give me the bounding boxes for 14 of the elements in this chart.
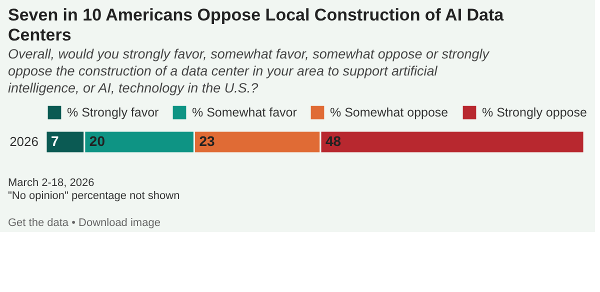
- chart-title: Seven in 10 Americans Oppose Local Construction of AI Data Centers: [8, 6, 504, 44]
- legend-label: % Strongly oppose: [482, 106, 587, 120]
- text: "No opinion" percentage not shown: [8, 190, 180, 202]
- data-label: 7: [51, 133, 59, 149]
- y-tick-label: 2026: [10, 134, 38, 149]
- legend-label: % Somewhat favor: [192, 106, 297, 120]
- legend-label: % Strongly favor: [67, 106, 159, 120]
- data-label: 20: [89, 133, 106, 149]
- annotation: March 2-18, 2026: [8, 177, 94, 189]
- data-label: 23: [199, 133, 216, 149]
- chart-subtitle: Overall, would you strongly favor, somewhat favor, somewhat oppose or strongly oppose the construction of a data center in your area to support artificial intelligence, or AI, technology in the U.S.?: [8, 46, 490, 96]
- legend-label: % Somewhat oppose: [330, 106, 448, 120]
- text: Get the data • Download image: [8, 217, 160, 229]
- data-label: 48: [325, 133, 342, 149]
